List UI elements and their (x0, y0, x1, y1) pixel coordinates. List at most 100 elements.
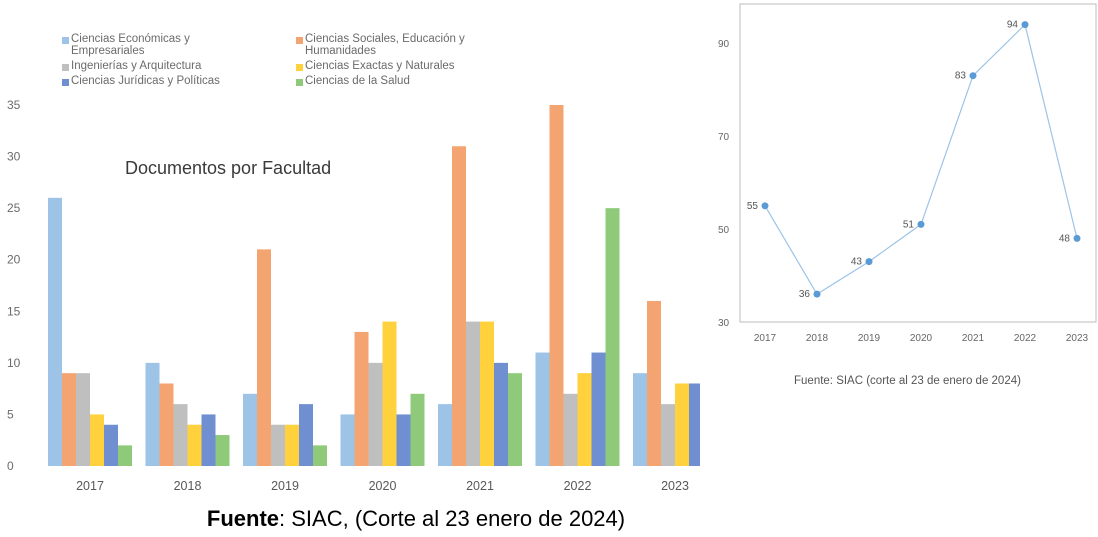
legend-label-1: Ciencias Sociales, Educación y Humanidad… (305, 33, 465, 57)
legend-swatch-4 (62, 79, 69, 86)
line-chart: 30 50 70 90 2017 2018 2019 2020 2021 2022 2023 55 36… (718, 3, 1097, 344)
bar-2019-0 (243, 393, 257, 466)
legend-swatch-2 (62, 64, 69, 71)
bar-2021-5 (508, 373, 522, 466)
legend-label-0: Ciencias Económicas y Empresariales (71, 33, 190, 57)
line-x-tick-2018: 2018 (806, 333, 829, 344)
bar-2018-1 (159, 383, 174, 466)
x-tick-label-2019: 2019 (271, 479, 299, 493)
line-x-tick-2019: 2019 (858, 333, 881, 344)
line-point-2017 (761, 202, 769, 210)
bar-2022-5 (605, 208, 620, 466)
bar-2023-4 (689, 383, 700, 466)
line-chart-frame (739, 3, 1097, 323)
y-tick-label-7: 35 (7, 98, 21, 112)
line-point-2019 (865, 258, 873, 266)
source-text: : SIAC, (Corte al 23 enero de 2024) (279, 506, 626, 531)
line-series (764, 23, 1078, 295)
line-point-2021 (969, 72, 977, 80)
line-data-label-2018: 36 (799, 289, 811, 300)
bar-2023-0 (633, 373, 647, 466)
bar-2019-4 (299, 404, 313, 466)
y-tick-label-0: 0 (7, 459, 14, 473)
y-tick-label-3: 15 (7, 304, 21, 318)
bar-2019-3 (285, 424, 299, 466)
legend-label-2: Ingenierías y Arquitectura (71, 60, 202, 72)
x-tick-label-2018: 2018 (174, 479, 202, 493)
line-y-tick-1: 50 (718, 225, 730, 236)
bar-2018-4 (201, 414, 216, 466)
bar-2020-3 (382, 321, 397, 466)
legend-label-5: Ciencias de la Salud (305, 75, 410, 87)
source-label: Fuente (206, 506, 280, 531)
line-point-2020 (917, 220, 925, 228)
x-tick-label-2017: 2017 (76, 479, 104, 493)
bar-2018-2 (173, 404, 188, 466)
line-x-tick-2023: 2023 (1066, 333, 1089, 344)
legend-swatch-0 (62, 37, 69, 44)
bar-2022-3 (577, 373, 592, 466)
bar-2017-2 (76, 373, 90, 466)
line-x-tick-2021: 2021 (962, 333, 985, 344)
bar-2020-0 (340, 414, 355, 466)
line-x-tick-2022: 2022 (1014, 333, 1037, 344)
line-chart-source: Fuente: SIAC (corte al 23 de enero de 20… (794, 375, 1021, 387)
bar-2022-4 (591, 352, 606, 466)
bar-2022-0 (535, 352, 550, 466)
line-y-tick-2: 70 (718, 132, 730, 143)
bar-chart: 0 5 10 15 20 25 30 35 2017 2018 2019 2020 2021 2022 20… (7, 98, 700, 493)
y-tick-label-4: 20 (7, 253, 21, 267)
bar-2021-3 (480, 321, 494, 466)
bar-2017-3 (90, 414, 104, 466)
bar-2020-5 (410, 393, 425, 466)
bar-2019-5 (313, 445, 327, 466)
bar-2021-2 (466, 321, 480, 466)
line-x-tick-2020: 2020 (910, 333, 933, 344)
legend-label-3: Ciencias Exactas y Naturales (305, 60, 455, 72)
y-tick-label-6: 30 (7, 150, 21, 164)
bar-2020-2 (368, 362, 383, 466)
bar-2022-1 (549, 105, 564, 466)
y-tick-label-5: 25 (7, 201, 21, 215)
bar-2020-1 (354, 331, 369, 466)
bar-2018-5 (215, 435, 230, 466)
line-data-label-2022: 94 (1007, 20, 1019, 31)
bar-2022-2 (563, 393, 578, 466)
bar-2023-2 (661, 404, 675, 466)
y-tick-label-2: 10 (7, 356, 21, 370)
legend-swatch-1 (296, 37, 303, 44)
bar-2020-4 (396, 414, 411, 466)
line-data-label-2020: 51 (903, 219, 915, 230)
bar-2017-4 (104, 424, 118, 466)
legend-swatch-3 (296, 64, 303, 71)
bar-2018-3 (187, 424, 202, 466)
bar-2017-1 (62, 373, 76, 466)
bar-2021-0 (438, 404, 452, 466)
line-point-2018 (813, 290, 821, 298)
bar-2023-3 (675, 383, 689, 466)
bar-2017-5 (118, 445, 132, 466)
bar-2017-0 (48, 197, 62, 467)
bar-2018-0 (145, 362, 160, 466)
bar-2019-2 (271, 424, 285, 466)
x-tick-label-2022: 2022 (564, 479, 592, 493)
bar-2021-1 (452, 146, 466, 466)
bar-2019-1 (257, 249, 271, 466)
line-x-tick-2017: 2017 (754, 333, 777, 344)
line-point-2023 (1073, 234, 1081, 242)
legend-label-4: Ciencias Jurídicas y Políticas (71, 75, 220, 87)
line-data-label-2019: 43 (851, 257, 863, 268)
line-y-tick-0: 30 (718, 318, 730, 329)
bottom-source-caption: Fuente: SIAC, (Corte al 23 enero de 2024… (0, 506, 832, 532)
line-point-2022 (1021, 21, 1029, 29)
x-tick-label-2021: 2021 (466, 479, 494, 493)
legend-swatch-5 (296, 79, 303, 86)
line-data-label-2023: 48 (1059, 233, 1071, 244)
x-tick-label-2023: 2023 (661, 479, 689, 493)
line-y-tick-3: 90 (718, 39, 730, 50)
line-data-label-2021: 83 (955, 71, 967, 82)
bar-2021-4 (494, 362, 508, 466)
bar-2023-1 (647, 300, 661, 466)
x-tick-label-2020: 2020 (369, 479, 397, 493)
line-data-label-2017: 55 (747, 201, 759, 212)
